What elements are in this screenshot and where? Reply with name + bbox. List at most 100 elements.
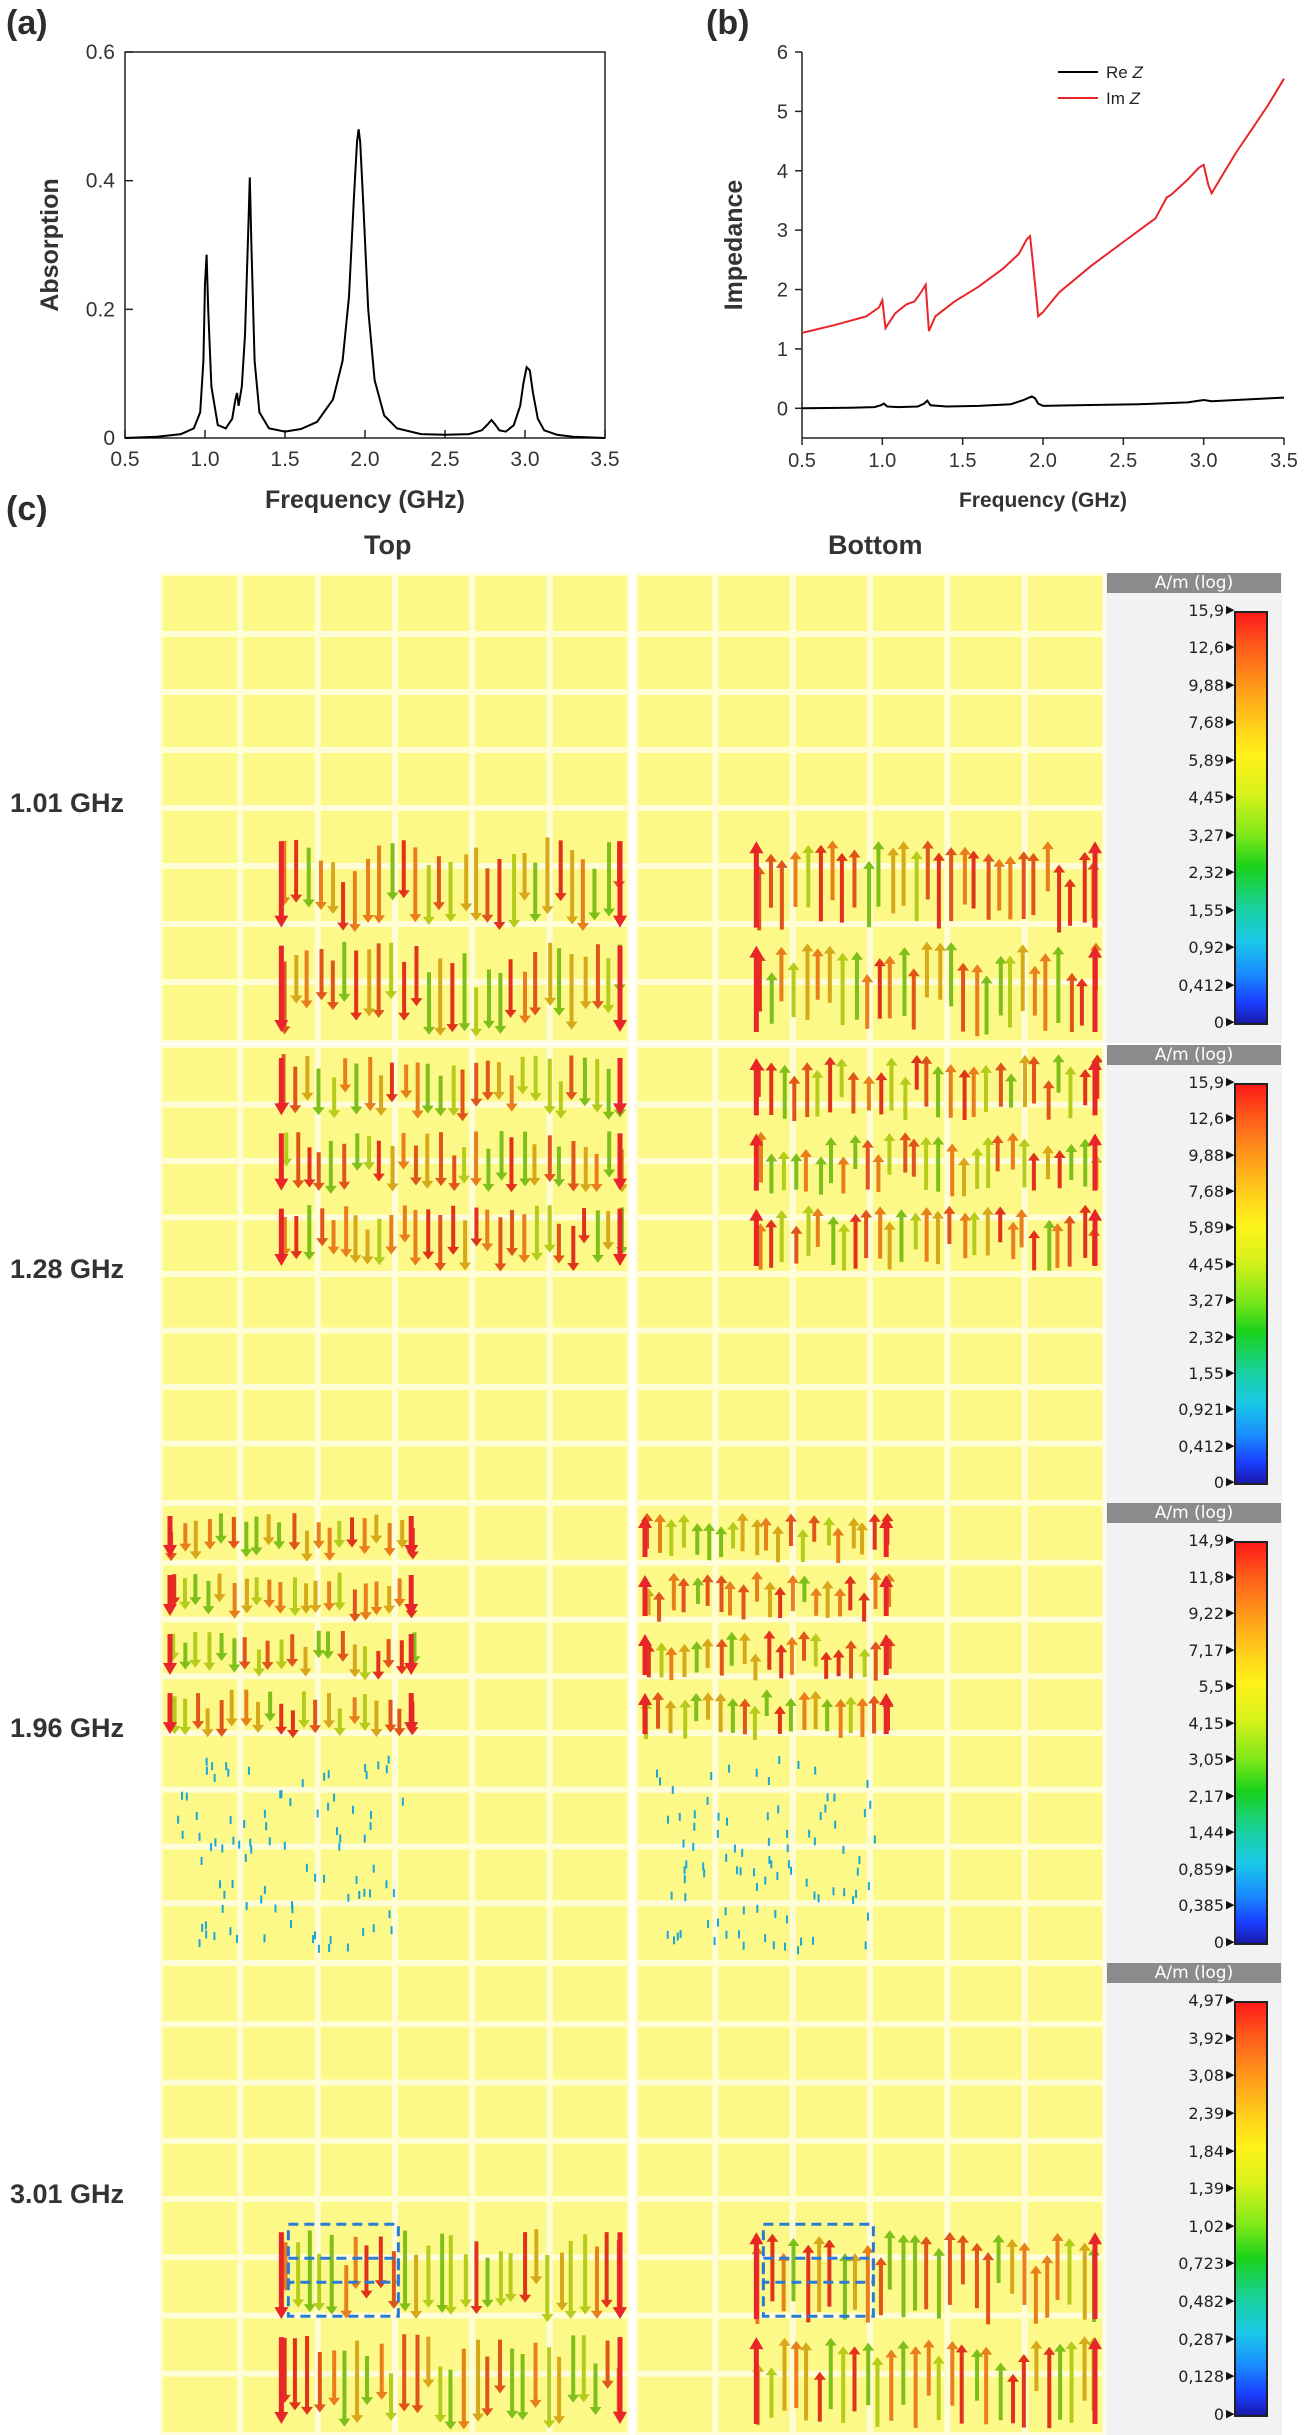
red-direction-arrow-head xyxy=(638,1693,652,1706)
legend-label: Im Z xyxy=(1106,89,1141,108)
current-arrow-head xyxy=(655,1642,668,1651)
current-arrow-head xyxy=(837,2346,850,2355)
current-arrow-head xyxy=(505,1184,518,1193)
current-arrow-head xyxy=(834,1698,847,1707)
current-arrow-head xyxy=(261,1661,274,1670)
current-arrow-head xyxy=(1028,965,1041,974)
red-direction-arrow-head xyxy=(1088,1208,1102,1221)
current-arrow-head xyxy=(288,1608,301,1617)
current-arrow-head xyxy=(785,1636,798,1645)
current-arrow-head xyxy=(286,1658,299,1667)
current-arrow-head xyxy=(350,1012,363,1021)
current-arrow-head xyxy=(715,1638,728,1647)
colorbar-tick-arrow-icon: ▶ xyxy=(1226,1403,1235,1416)
colorbar-tick-arrow-icon: ▶ xyxy=(1226,753,1235,766)
current-arrow-head xyxy=(358,1722,371,1731)
current-arrow-head xyxy=(787,962,800,971)
current-arrow-head xyxy=(860,1209,873,1218)
current-arrow-head xyxy=(967,850,980,859)
current-arrow-head xyxy=(944,1064,957,1073)
current-arrow-head xyxy=(410,998,423,1007)
current-arrow-head xyxy=(813,2236,826,2245)
current-arrow-head xyxy=(714,1693,727,1702)
colorbar-title: A/m (log) xyxy=(1107,573,1281,593)
current-arrow-head xyxy=(772,1525,785,1534)
field-map-svg xyxy=(638,1966,1102,2432)
current-arrow-head xyxy=(360,2290,373,2299)
current-arrow-head xyxy=(872,1154,885,1163)
current-arrow-head xyxy=(460,903,473,912)
current-arrow-head xyxy=(1042,1080,1055,1089)
current-arrow-head xyxy=(802,845,815,854)
current-arrow-head xyxy=(861,2244,874,2253)
current-arrow-head xyxy=(945,942,958,951)
current-arrow-head xyxy=(434,1177,447,1186)
current-arrow-head xyxy=(784,1513,797,1522)
current-arrow-head xyxy=(553,1007,566,1016)
x-axis-label: Frequency (GHz) xyxy=(265,486,465,514)
colorbar-title: A/m (log) xyxy=(1107,1503,1281,1523)
field-map-top xyxy=(160,1045,630,1503)
current-arrow-head xyxy=(764,853,777,862)
current-arrow-head xyxy=(340,1249,353,1258)
x-tick-label: 2.5 xyxy=(430,448,459,471)
current-arrow-head xyxy=(849,1134,862,1143)
red-direction-arrow-head xyxy=(163,1722,177,1735)
colorbar-tick-label: 3,27 xyxy=(1188,1291,1224,1311)
current-arrow-head xyxy=(777,1151,790,1160)
current-arrow-head xyxy=(821,1698,834,1707)
current-arrow-head xyxy=(481,1243,494,1252)
current-arrow-head xyxy=(481,1092,494,1101)
colorbar-tick-label: 5,5 xyxy=(1198,1677,1224,1697)
current-arrow-head xyxy=(165,1553,178,1562)
current-arrow-head xyxy=(588,912,601,921)
current-arrow-head xyxy=(387,2301,400,2310)
current-arrow-head xyxy=(578,1098,591,1107)
current-arrow-head xyxy=(398,2403,411,2412)
current-arrow-head xyxy=(274,1605,287,1614)
current-arrow-head xyxy=(252,1724,265,1733)
current-arrow-head xyxy=(813,2371,826,2380)
y-axis-label: Absorption xyxy=(36,178,64,311)
current-arrow-head xyxy=(921,840,934,849)
current-arrow-head xyxy=(290,995,303,1004)
highlight-box xyxy=(761,2256,875,2318)
colorbar-tick-arrow-icon: ▶ xyxy=(1226,1789,1235,1802)
current-arrow-head xyxy=(898,947,911,956)
current-arrow-head xyxy=(290,1251,303,1260)
current-arrow-head xyxy=(340,2310,353,2319)
current-arrow-head xyxy=(362,915,375,924)
current-arrow-head xyxy=(909,1212,922,1221)
current-arrow-head xyxy=(393,1728,406,1737)
current-arrow-head xyxy=(494,2298,507,2307)
current-arrow-head xyxy=(790,2340,803,2349)
current-arrow-head xyxy=(862,2342,875,2351)
colorbar-tick-arrow-icon: ▶ xyxy=(1226,2370,1235,2383)
colorbar-tick-label: 7,17 xyxy=(1188,1640,1224,1660)
colorbar-tick-label: 7,68 xyxy=(1188,1182,1224,1202)
current-arrow-head xyxy=(982,1137,995,1146)
current-arrow-head xyxy=(225,1718,238,1727)
colorbar-gradient xyxy=(1234,611,1268,1025)
current-arrow-head xyxy=(309,1605,322,1614)
current-arrow-head xyxy=(301,1092,314,1101)
current-arrow-head xyxy=(399,2303,412,2312)
y-tick-label: 3 xyxy=(777,220,788,242)
current-arrow-head xyxy=(955,2344,968,2353)
current-arrow-head xyxy=(273,1541,286,1550)
current-arrow-head xyxy=(834,1587,847,1596)
current-arrow-head xyxy=(528,1177,541,1186)
current-arrow-head xyxy=(907,1138,920,1147)
current-arrow-head xyxy=(979,1064,992,1073)
current-arrow-head xyxy=(1042,1145,1055,1154)
x-tick-label: 2.0 xyxy=(1029,450,1057,472)
current-arrow-head xyxy=(505,1103,518,1112)
current-arrow-head xyxy=(396,1540,409,1549)
current-arrow-head xyxy=(856,1697,869,1706)
current-arrow-head xyxy=(553,2416,566,2425)
current-arrow-head xyxy=(203,1662,216,1671)
y-tick-label: 4 xyxy=(777,161,788,183)
red-direction-arrow-head xyxy=(1088,2337,1102,2350)
current-arrow-head xyxy=(410,2311,423,2320)
current-arrow-head xyxy=(504,1009,517,1018)
